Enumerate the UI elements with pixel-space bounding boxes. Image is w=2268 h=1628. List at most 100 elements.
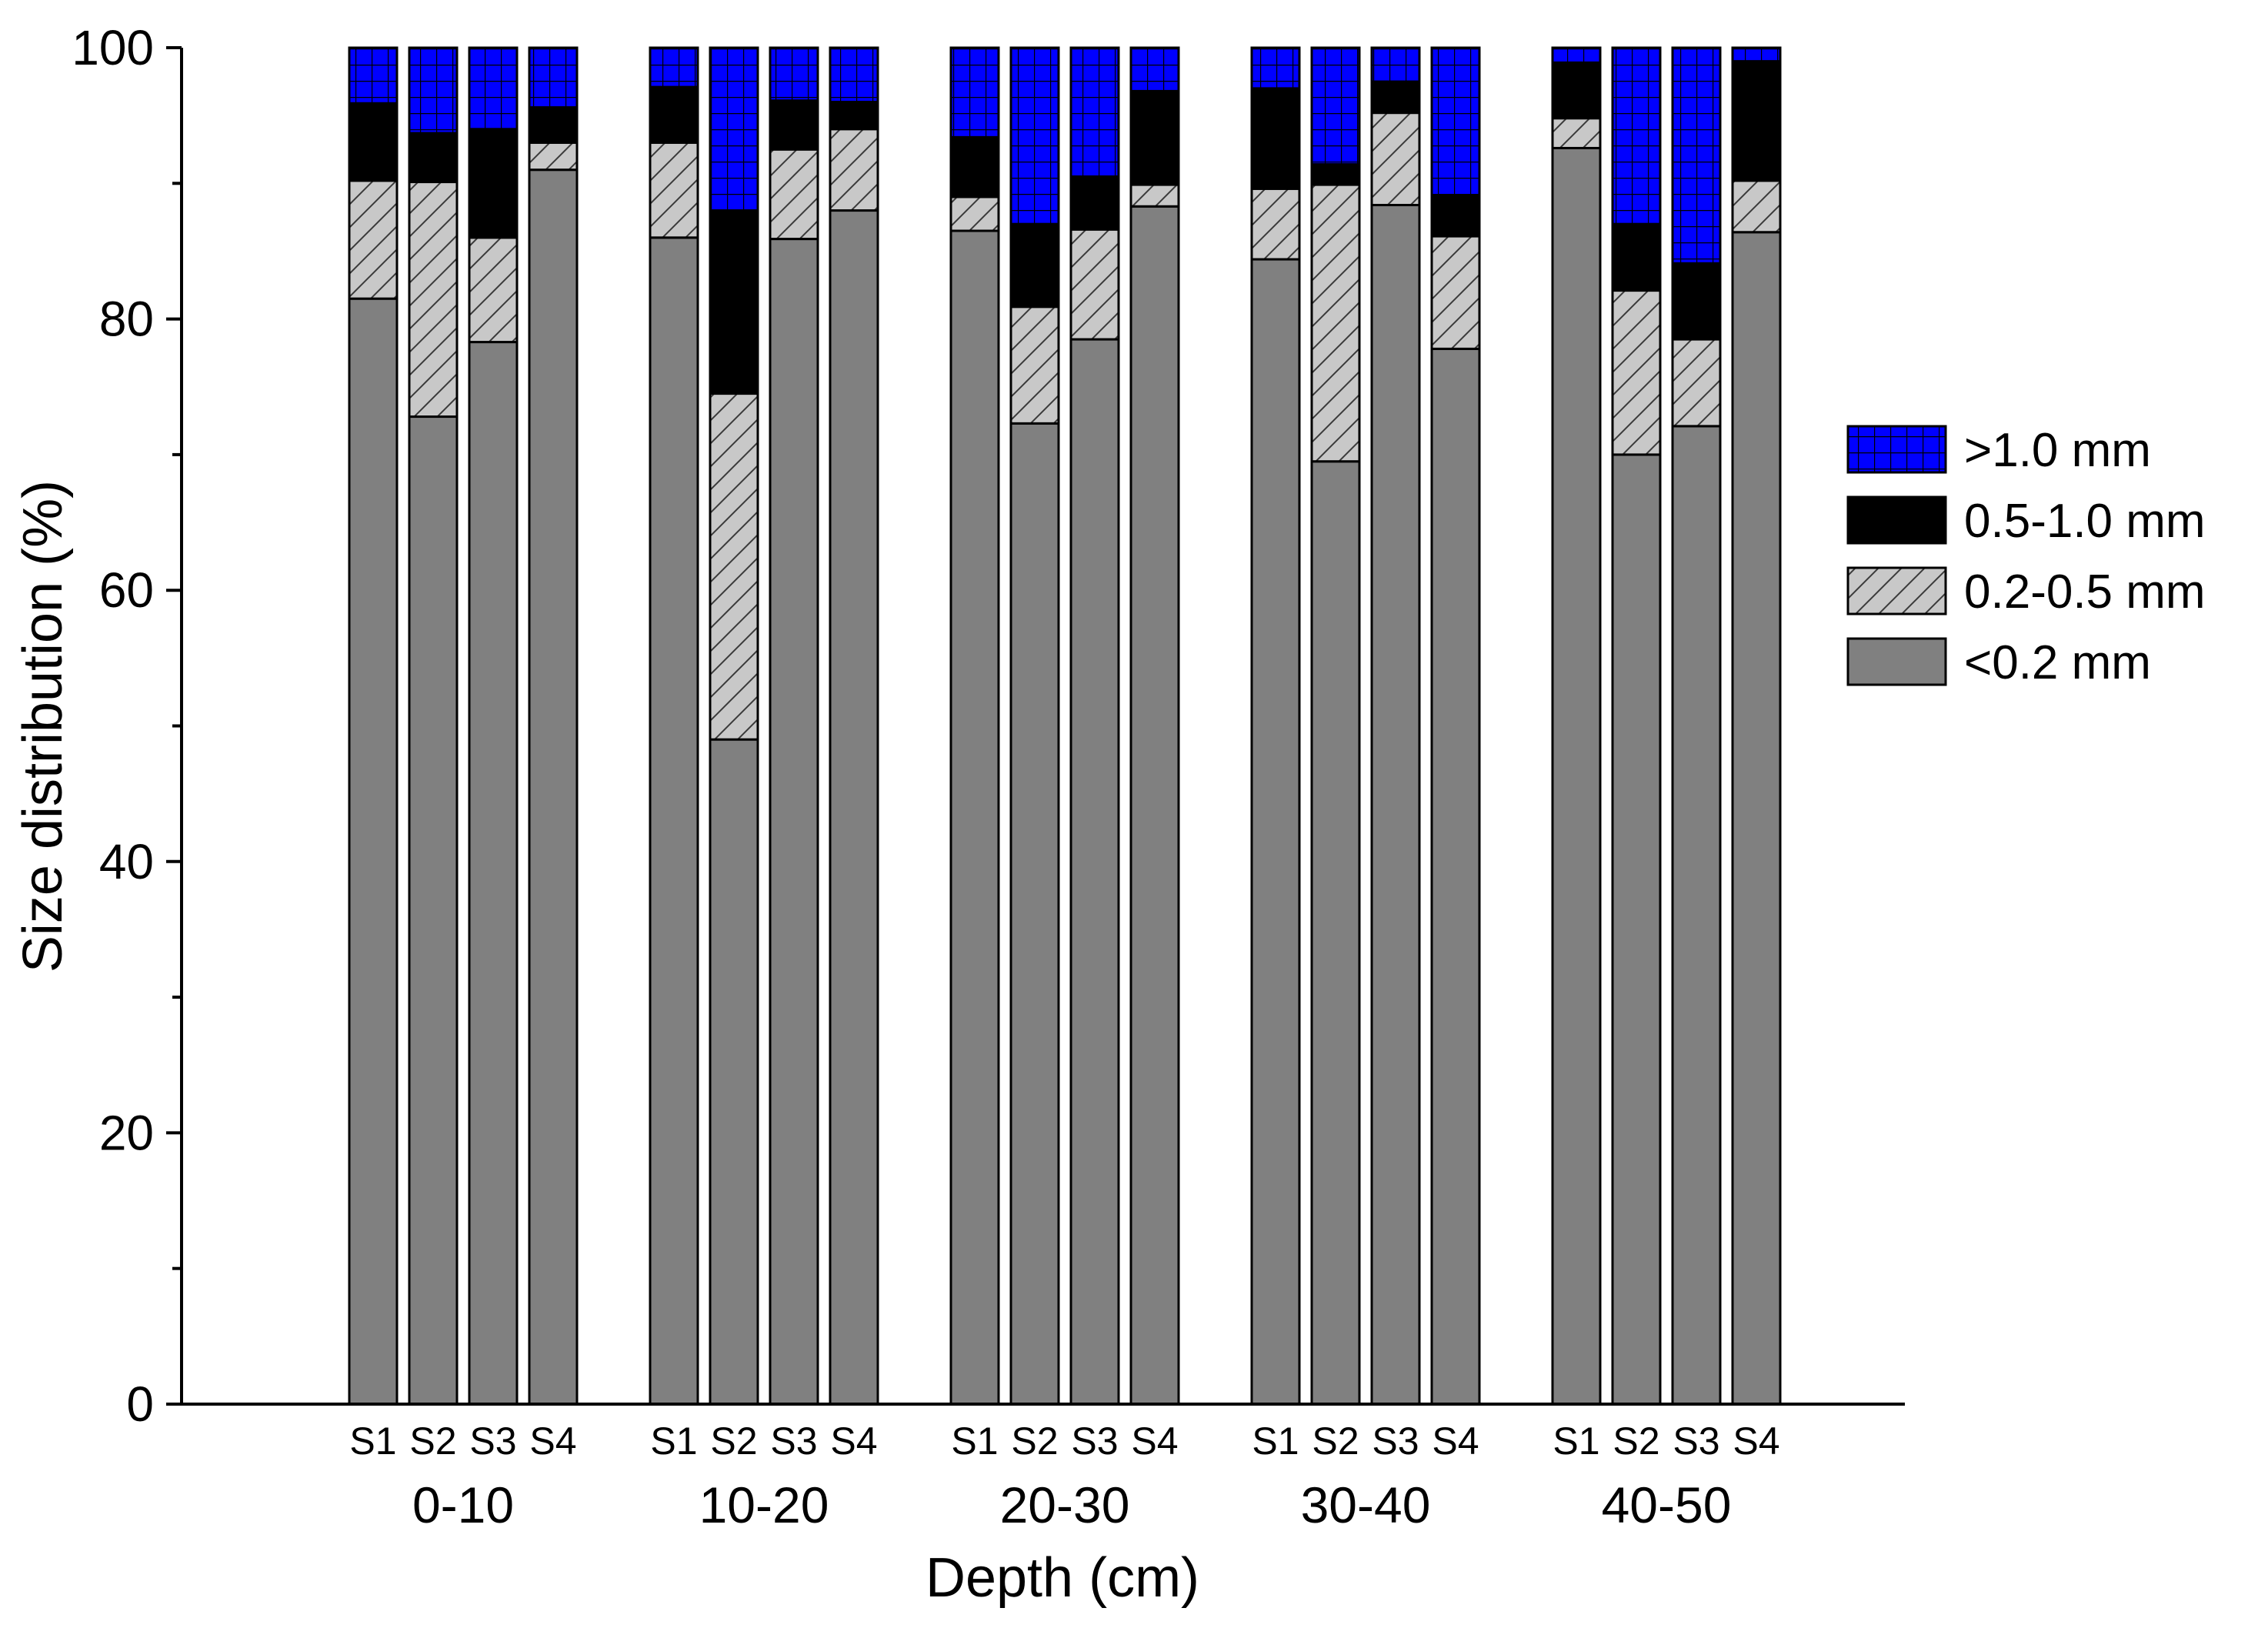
site-label: S2	[710, 1419, 757, 1463]
bar-0-5-1-0mm-30-40-S2	[1310, 163, 1361, 186]
bar-gt-1-0mm-10-20-S2	[709, 46, 759, 212]
bar-0-2-0-5mm-10-20-S1	[649, 141, 699, 239]
site-label: S3	[469, 1419, 516, 1463]
bar-gt-1-0mm-0-10-S3	[468, 46, 519, 131]
bar-0-2-0-5mm-40-50-S2	[1611, 289, 1662, 456]
bar-lt-0-2mm-20-30-S1	[949, 229, 1000, 1406]
site-label: S3	[770, 1419, 817, 1463]
bar-lt-0-2mm-0-10-S1	[348, 297, 399, 1406]
legend-swatch-0-5-1-0mm	[1846, 495, 1947, 545]
legend-swatch-0-2-0-5mm	[1846, 566, 1947, 616]
bar-0-5-1-0mm-20-30-S1	[949, 135, 1000, 198]
bar-0-2-0-5mm-30-40-S2	[1310, 183, 1361, 463]
bar-lt-0-2mm-0-10-S2	[408, 415, 459, 1406]
bar-lt-0-2mm-40-50-S1	[1551, 146, 1602, 1406]
bar-lt-0-2mm-20-30-S3	[1069, 338, 1120, 1406]
bar-0-5-1-0mm-0-10-S3	[468, 128, 519, 239]
site-label: S2	[1312, 1419, 1359, 1463]
bar-gt-1-0mm-20-30-S3	[1069, 46, 1120, 178]
bar-gt-1-0mm-0-10-S1	[348, 46, 399, 105]
bar-lt-0-2mm-40-50-S3	[1671, 425, 1722, 1406]
legend-label-0-2-0-5mm: 0.2-0.5 mm	[1964, 565, 2206, 619]
bar-lt-0-2mm-40-50-S4	[1731, 231, 1782, 1406]
bar-0-2-0-5mm-40-50-S3	[1671, 338, 1722, 428]
site-label: S4	[1131, 1419, 1178, 1463]
site-label: S2	[1011, 1419, 1058, 1463]
y-tick-label: 100	[72, 20, 154, 75]
bar-0-2-0-5mm-20-30-S2	[1009, 305, 1060, 425]
bar-0-2-0-5mm-20-30-S4	[1129, 183, 1180, 208]
legend-swatch-lt-0-2mm	[1846, 637, 1947, 686]
bar-gt-1-0mm-30-40-S4	[1430, 46, 1481, 197]
bar-gt-1-0mm-20-30-S4	[1129, 46, 1180, 92]
y-ticks: 0 20 40 60 80 100	[72, 20, 182, 1432]
depth-group-label: 10-20	[699, 1476, 829, 1533]
bar-lt-0-2mm-30-40-S1	[1250, 258, 1301, 1406]
bar-0-5-1-0mm-40-50-S3	[1671, 262, 1722, 341]
bar-0-5-1-0mm-10-20-S3	[769, 99, 819, 151]
site-label: S4	[529, 1419, 576, 1463]
bars-layer	[348, 46, 1782, 1406]
y-tick-label: 40	[99, 834, 154, 889]
bar-0-2-0-5mm-0-10-S3	[468, 236, 519, 344]
bar-0-5-1-0mm-40-50-S2	[1611, 222, 1662, 292]
bar-0-5-1-0mm-40-50-S1	[1551, 61, 1602, 120]
bar-lt-0-2mm-10-20-S3	[769, 238, 819, 1406]
bar-lt-0-2mm-0-10-S4	[528, 168, 579, 1406]
bar-0-5-1-0mm-10-20-S1	[649, 85, 699, 144]
site-label: S1	[650, 1419, 697, 1463]
bar-gt-1-0mm-0-10-S4	[528, 46, 579, 109]
bar-0-2-0-5mm-10-20-S2	[709, 392, 759, 741]
legend-swatch-gt-1-0mm	[1846, 425, 1947, 474]
bar-gt-1-0mm-10-20-S4	[829, 46, 879, 104]
depth-group-label: 30-40	[1301, 1476, 1431, 1533]
y-axis-title: Size distribution (%)	[12, 480, 74, 972]
site-label: S2	[1613, 1419, 1659, 1463]
bar-gt-1-0mm-30-40-S3	[1370, 46, 1421, 83]
bar-lt-0-2mm-10-20-S4	[829, 209, 879, 1406]
legend: >1.0 mm 0.5-1.0 mm 0.2-0.5 mm <0.2 mm	[1846, 424, 2206, 689]
bar-gt-1-0mm-20-30-S1	[949, 46, 1000, 138]
bar-0-5-1-0mm-40-50-S4	[1731, 60, 1782, 182]
bar-gt-1-0mm-30-40-S1	[1250, 46, 1301, 90]
site-label: S2	[409, 1419, 456, 1463]
bar-0-2-0-5mm-0-10-S4	[528, 141, 579, 172]
bar-0-5-1-0mm-30-40-S4	[1430, 194, 1481, 238]
bar-gt-1-0mm-10-20-S1	[649, 46, 699, 88]
bar-0-2-0-5mm-10-20-S4	[829, 128, 879, 212]
bar-gt-1-0mm-10-20-S3	[769, 46, 819, 102]
site-label: S3	[1071, 1419, 1118, 1463]
bar-gt-1-0mm-40-50-S2	[1611, 46, 1662, 225]
site-label: S3	[1372, 1419, 1419, 1463]
bar-0-2-0-5mm-0-10-S1	[348, 179, 399, 300]
bar-0-5-1-0mm-10-20-S2	[709, 209, 759, 395]
bar-0-5-1-0mm-20-30-S3	[1069, 175, 1120, 231]
site-label: S4	[1432, 1419, 1479, 1463]
bar-lt-0-2mm-20-30-S2	[1009, 422, 1060, 1406]
site-label: S1	[349, 1419, 396, 1463]
bar-lt-0-2mm-10-20-S2	[709, 738, 759, 1406]
bar-lt-0-2mm-10-20-S1	[649, 236, 699, 1406]
bar-0-2-0-5mm-40-50-S1	[1551, 117, 1602, 149]
depth-group-label: 20-30	[1000, 1476, 1130, 1533]
bar-gt-1-0mm-40-50-S4	[1731, 46, 1782, 63]
legend-label-gt-1-0mm: >1.0 mm	[1964, 424, 2151, 477]
site-label: S1	[951, 1419, 998, 1463]
bar-0-5-1-0mm-10-20-S4	[829, 101, 879, 131]
bar-lt-0-2mm-30-40-S3	[1370, 204, 1421, 1406]
depth-group-label: 40-50	[1602, 1476, 1732, 1533]
y-tick-label: 0	[126, 1376, 154, 1432]
bar-0-5-1-0mm-0-10-S1	[348, 102, 399, 182]
legend-label-0-5-1-0mm: 0.5-1.0 mm	[1964, 495, 2206, 548]
bar-lt-0-2mm-30-40-S4	[1430, 347, 1481, 1406]
bar-gt-1-0mm-40-50-S3	[1671, 46, 1722, 265]
bar-0-2-0-5mm-0-10-S2	[408, 181, 459, 419]
depth-group-label: 0-10	[412, 1476, 514, 1533]
bar-0-2-0-5mm-30-40-S3	[1370, 112, 1421, 207]
bar-gt-1-0mm-20-30-S2	[1009, 46, 1060, 225]
bar-gt-1-0mm-40-50-S1	[1551, 46, 1602, 64]
bar-lt-0-2mm-40-50-S2	[1611, 453, 1662, 1406]
bar-0-2-0-5mm-30-40-S1	[1250, 187, 1301, 261]
bar-gt-1-0mm-30-40-S2	[1310, 46, 1361, 166]
